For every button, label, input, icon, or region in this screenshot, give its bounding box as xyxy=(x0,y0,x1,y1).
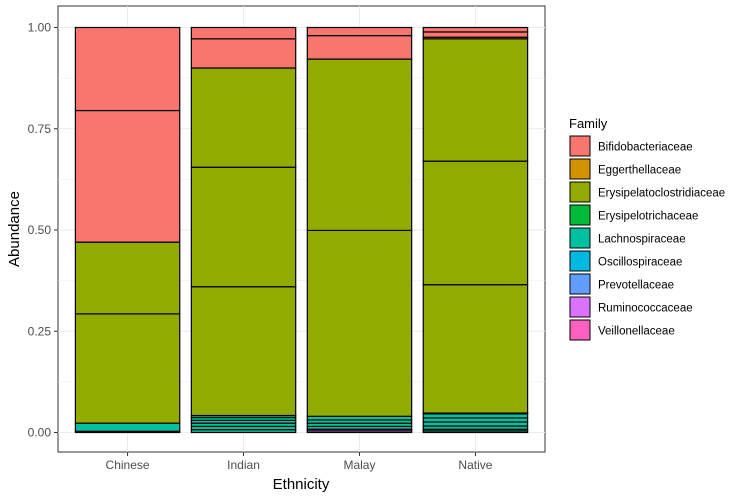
y-tick-label: 0.25 xyxy=(28,324,52,338)
legend-label: Lachnospiraceae xyxy=(598,234,686,246)
bar-segment-chinese-bifidobacteriaceae xyxy=(74,26,181,112)
y-tick-label: 0.00 xyxy=(28,426,52,440)
legend-title: Family xyxy=(569,116,608,131)
bars xyxy=(74,26,529,434)
legend: Family Bifidobacteriaceae Eggerthellaceae… xyxy=(569,116,725,341)
bar-segment-native-bifidobacteriaceae xyxy=(422,26,529,33)
bar-segment-malay-bifidobacteriaceae xyxy=(306,34,413,60)
bar-segment-malay-bifidobacteriaceae xyxy=(306,26,413,37)
legend-key xyxy=(569,227,591,249)
legend-label: Bifidobacteriaceae xyxy=(598,142,693,154)
legend-key xyxy=(569,250,591,272)
bar-segment-malay-erysipelatoclostridiaceae xyxy=(306,58,413,232)
legend-key xyxy=(569,158,591,180)
bar-segment-native-bifidobacteriaceae xyxy=(422,31,529,38)
legend-key xyxy=(569,204,591,226)
bar-segment-native-erysipelatoclostridiaceae xyxy=(422,160,529,286)
x-tick-label: Malay xyxy=(343,458,375,472)
x-axis-ticks: Chinese Indian Malay Native xyxy=(106,452,493,472)
bar-segment-native-erysipelatoclostridiaceae xyxy=(422,284,529,414)
bar-segment-chinese-lachnospiraceae xyxy=(74,422,181,432)
legend-key xyxy=(569,273,591,295)
legend-label: Oscillospiraceae xyxy=(598,257,682,269)
bar-segment-indian-erysipelatoclostridiaceae xyxy=(190,67,297,168)
bar-segment-native-erysipelatoclostridiaceae xyxy=(422,38,529,162)
y-tick-label: 0.75 xyxy=(28,122,52,136)
legend-label: Erysipelotrichaceae xyxy=(598,211,698,223)
legend-key xyxy=(569,296,591,318)
bar-segment-indian-bifidobacteriaceae xyxy=(190,26,297,40)
y-tick-label: 0.50 xyxy=(28,223,52,237)
y-tick-label: 1.00 xyxy=(28,21,52,35)
x-tick-label: Chinese xyxy=(106,458,150,472)
bar-segment-native-lachnospiraceae xyxy=(422,421,529,427)
x-tick-label: Native xyxy=(458,458,492,472)
legend-label: Veillonellaceae xyxy=(598,326,675,338)
legend-label: Prevotellaceae xyxy=(598,280,674,292)
legend-key xyxy=(569,135,591,157)
legend-key xyxy=(569,319,591,341)
x-axis-title: Ethnicity xyxy=(273,476,330,493)
bar-segment-malay-erysipelatoclostridiaceae xyxy=(306,229,413,417)
legend-label: Eggerthellaceae xyxy=(598,165,681,177)
bar-segment-indian-erysipelatoclostridiaceae xyxy=(190,286,297,417)
bar-segment-chinese-erysipelatoclostridiaceae xyxy=(74,241,181,315)
bar-segment-indian-erysipelatoclostridiaceae xyxy=(190,166,297,288)
bar-segment-chinese-erysipelatoclostridiaceae xyxy=(74,313,181,424)
legend-key xyxy=(569,181,591,203)
y-axis-title: Abundance xyxy=(6,191,23,267)
y-axis-ticks: 0.00 0.25 0.50 0.75 1.00 xyxy=(28,21,58,440)
bar-segment-native-lachnospiraceae xyxy=(422,413,529,419)
bar-segment-chinese-bifidobacteriaceae xyxy=(74,109,181,243)
bar-segment-native-lachnospiraceae xyxy=(422,417,529,423)
x-tick-label: Indian xyxy=(227,458,260,472)
legend-label: Erysipelatoclostridiaceae xyxy=(598,188,725,200)
legend-label: Ruminococcaceae xyxy=(598,303,693,315)
bar-segment-indian-bifidobacteriaceae xyxy=(190,38,297,69)
